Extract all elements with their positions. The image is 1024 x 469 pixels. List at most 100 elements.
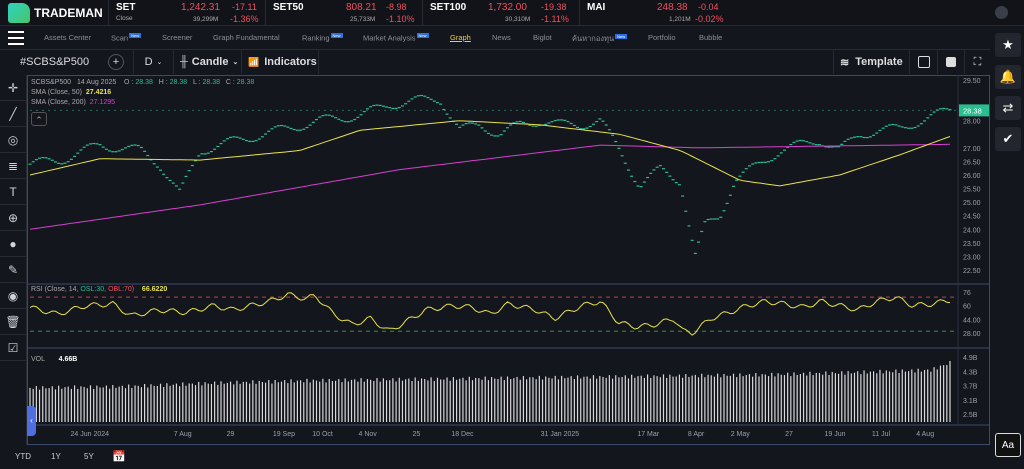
x-tick-label: 25 <box>413 431 421 438</box>
collapse-legend-button[interactable]: ⌃ <box>31 112 47 126</box>
sma50-legend[interactable]: SMA (Close, 50) 27.4216 <box>31 89 111 96</box>
range-1y[interactable]: 1Y <box>51 452 61 461</box>
nav-item[interactable]: Scan New <box>111 33 142 43</box>
swap-icon[interactable]: ⇄ <box>995 96 1021 120</box>
rsi-obl: OBL:70) <box>108 286 135 293</box>
ticker-set50[interactable]: SET50 808.21 -8.98 25,733M -1.10% <box>265 0 422 26</box>
nav-item-label: Market Analysis <box>363 33 416 43</box>
star-icon[interactable]: ★ <box>995 33 1021 57</box>
menu-icon[interactable] <box>8 31 24 45</box>
ticker-price: 248.38 <box>657 2 688 13</box>
magic-check-icon[interactable]: ✔ <box>995 127 1021 151</box>
nav-item[interactable]: News <box>492 33 511 42</box>
nav-item[interactable]: Market Analysis New <box>363 33 429 43</box>
bell-icon[interactable]: 🔔 <box>995 65 1021 89</box>
x-tick-label: 4 Nov <box>358 431 377 438</box>
range-5y[interactable]: 5Y <box>84 452 94 461</box>
legend-open: 28.38 <box>135 79 153 86</box>
calendar-icon[interactable]: 📅 <box>112 451 126 463</box>
rsi-legend[interactable]: RSI (Close, 14, OSL:30, OBL:70) 66.6220 <box>31 286 167 293</box>
ticker-pct: -1.11% <box>541 14 569 24</box>
last-price-label: 28.38 <box>963 106 982 115</box>
user-avatar-icon[interactable] <box>995 6 1008 19</box>
sma200-line <box>29 143 951 230</box>
nav-item[interactable]: ค้นหากองทุน New <box>572 33 628 45</box>
add-symbol-icon[interactable]: + <box>108 54 124 70</box>
chart-frame[interactable] <box>27 75 990 445</box>
fullscreen-button[interactable]: ⛶ <box>965 50 990 74</box>
nav-item[interactable]: Biglot <box>533 33 552 42</box>
camera-icon <box>946 57 956 67</box>
nav-item-label: Portfolio <box>648 33 676 42</box>
nav-item[interactable]: Graph Fundamental <box>213 33 280 42</box>
new-badge: New <box>129 33 142 38</box>
price-tick-label: 24.00 <box>963 227 981 234</box>
edit-icon[interactable]: ☑ <box>0 335 26 361</box>
text-icon[interactable]: T <box>0 179 26 205</box>
trendline-icon[interactable]: ╱ <box>0 101 26 127</box>
price-tick-label: 28.00 <box>963 119 981 126</box>
price-tick-label: 24.50 <box>963 214 981 221</box>
nav-item-label: Assets Center <box>44 33 92 42</box>
chart-type-select[interactable]: ╫ Candle ⌄ <box>174 50 242 74</box>
ticker-set[interactable]: SET Close 1,242.31 -17.11 39,299M -1.36% <box>108 0 265 26</box>
x-tick-label: 18 Dec <box>451 431 474 438</box>
nav-item[interactable]: Ranking New <box>302 33 343 43</box>
symbol-label: #SCBS&P500 <box>20 56 90 68</box>
layers-icon: ≋ <box>840 56 850 69</box>
sma200-value: 27.1295 <box>89 99 116 106</box>
app-name: TRADEMAN <box>34 6 103 20</box>
nav-item[interactable]: Bubble <box>699 33 722 42</box>
ticker-pct: -1.36% <box>230 14 259 24</box>
brush-icon[interactable]: ✎ <box>0 257 26 283</box>
trash-icon[interactable]: 🗑 <box>0 309 26 335</box>
sma200-legend[interactable]: SMA (Close, 200) 27.1295 <box>31 99 115 106</box>
eye-icon[interactable]: ◉ <box>0 283 26 309</box>
shape-icon[interactable]: ● <box>0 231 26 257</box>
pattern-icon[interactable]: ◎ <box>0 127 26 153</box>
rsi-tick-label: 28.00 <box>963 331 981 338</box>
rsi-osl: OSL:30, <box>80 286 107 293</box>
nav-item[interactable]: Graph <box>450 33 471 42</box>
fibonacci-icon[interactable]: ≣ <box>0 153 26 179</box>
ticker-mai[interactable]: MAI 248.38 -0.04 1,201M -0.02% <box>579 0 736 26</box>
rsi-tick-label: 60 <box>963 304 971 311</box>
interval-select[interactable]: D ⌄ <box>134 50 174 74</box>
ticker-sub: Close <box>116 15 133 22</box>
price-tick-label: 27.00 <box>963 146 981 153</box>
symbol-search[interactable]: #SCBS&P500 + <box>0 50 134 74</box>
legend-date: 14 Aug 2025 <box>76 79 117 86</box>
ohlc-legend: SCBS&P500 14 Aug 2025 O : 28.38 H : 28.3… <box>31 79 254 86</box>
collapse-toolbar-button[interactable]: ‹ <box>27 406 36 436</box>
nav-item[interactable]: Portfolio <box>648 33 676 42</box>
legend-h-label: H : <box>158 79 168 86</box>
x-tick-label: 11 Jul <box>872 431 891 438</box>
x-tick-label: 2 May <box>731 431 751 438</box>
rsi-line <box>29 292 951 336</box>
x-tick-label: 10 Oct <box>312 431 333 438</box>
nav-item[interactable]: Screener <box>162 33 192 42</box>
nav-item[interactable]: Assets Center <box>44 33 91 42</box>
ticker-name: MAI <box>587 2 606 13</box>
vol-legend[interactable]: VOL 4.66B <box>31 356 77 363</box>
ticker-volume: 1,201M <box>669 16 691 23</box>
ticker-set100[interactable]: SET100 1,732.00 -19.38 30,310M -1.11% <box>422 0 579 26</box>
range-ytd[interactable]: YTD <box>15 452 31 461</box>
crosshair-icon[interactable]: ✛ <box>0 75 26 101</box>
app-logo[interactable]: TRADEMAN <box>8 3 103 23</box>
price-tick-label: 22.50 <box>963 268 981 275</box>
x-tick-label: 19 Jun <box>824 431 845 438</box>
nav-item-label: Scan <box>111 33 129 43</box>
font-size-icon[interactable]: Aa <box>995 433 1021 457</box>
ticker-change: -8.98 <box>386 2 407 12</box>
zoom-icon[interactable]: ⊕ <box>0 205 26 231</box>
nav-item-label: Biglot <box>533 33 552 42</box>
rsi-tick-label: 76 <box>963 290 971 297</box>
indicators-button[interactable]: 📶 Indicators <box>242 50 319 74</box>
new-badge: New <box>615 33 628 39</box>
screenshot-button[interactable] <box>938 50 965 74</box>
x-tick-label: 19 Sep <box>273 431 295 438</box>
layout-button[interactable] <box>910 50 938 74</box>
template-button[interactable]: ≋ Template <box>833 50 910 74</box>
